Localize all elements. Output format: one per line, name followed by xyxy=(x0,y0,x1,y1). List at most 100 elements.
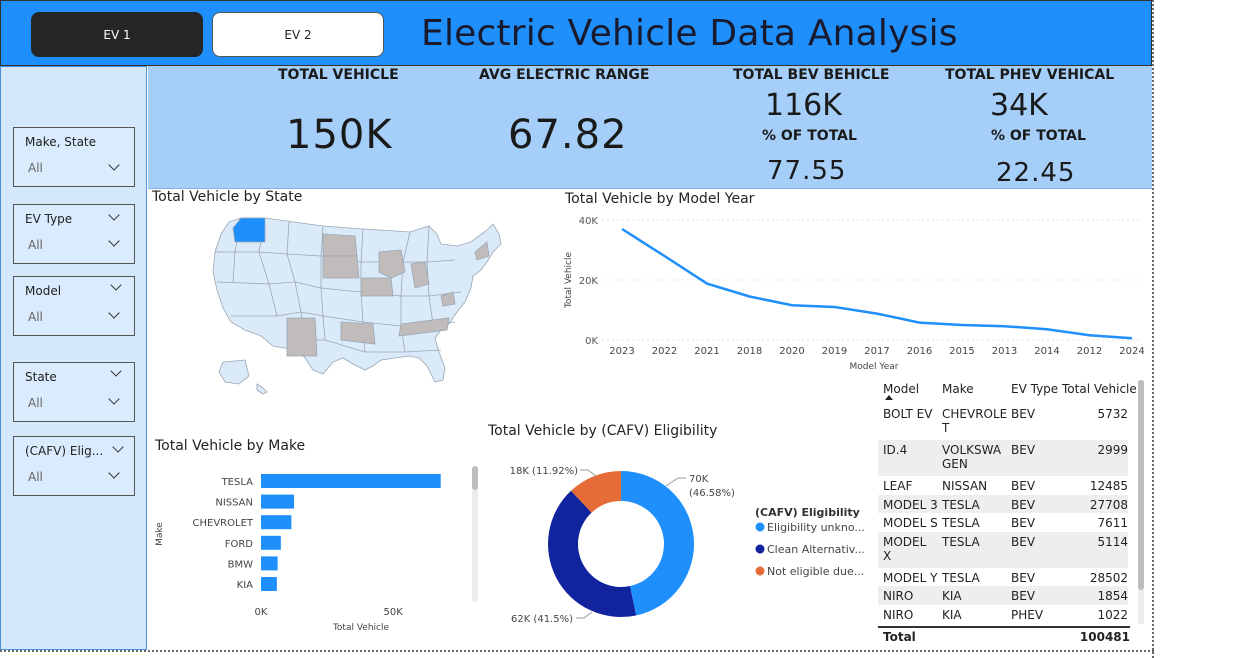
map-state-hawaii xyxy=(256,383,268,395)
table-row[interactable]: MODEL S TESLA BEV 7611 xyxy=(878,513,1128,532)
tab-ev2[interactable]: EV 2 xyxy=(212,12,384,57)
donut-slice xyxy=(621,471,694,616)
slicer-label: Model xyxy=(25,284,62,298)
donut-title: Total Vehicle by (CAFV) Eligibility xyxy=(488,423,718,439)
table-cell-total: 2999 xyxy=(1097,443,1128,457)
slicer-label: State xyxy=(25,370,57,384)
table-cell-make: TESLA xyxy=(942,516,980,530)
chevron-down-icon[interactable] xyxy=(108,209,120,221)
kpi-bev-pct-label: % OF TOTAL xyxy=(762,128,857,144)
map-state-gray xyxy=(286,317,318,357)
bar-xaxis-label: Total Vehicle xyxy=(332,623,390,633)
line-chart-title: Total Vehicle by Model Year xyxy=(565,191,755,207)
table-cell-total: 28502 xyxy=(1089,570,1128,585)
slicer-value: All xyxy=(28,238,43,252)
table-row[interactable]: NIRO KIA BEV 1854 xyxy=(878,586,1128,605)
table-cell-make: KIA xyxy=(942,589,962,603)
chevron-down-icon[interactable] xyxy=(108,235,120,247)
bar-chart-title: Total Vehicle by Make xyxy=(155,438,306,454)
line-ytick-label: 20K xyxy=(579,276,599,287)
map-state-gray xyxy=(410,261,430,289)
slicer-label: EV Type xyxy=(25,212,73,226)
map-state-gray xyxy=(398,317,450,337)
table-row[interactable]: MODEL X TESLA BEV 5114 xyxy=(878,531,1128,568)
table-scrollbar-thumb[interactable] xyxy=(1138,380,1144,590)
map-state-alaska xyxy=(218,359,250,385)
table-row[interactable]: MODEL Y TESLA BEV 28502 xyxy=(878,568,1128,587)
table-row[interactable]: LEAF NISSAN BEV 12485 xyxy=(878,476,1128,495)
table-header-model[interactable]: Model xyxy=(883,382,920,396)
slicer-label: (CAFV) Elig... xyxy=(25,444,104,458)
line-xtick-label: 2020 xyxy=(779,346,804,357)
table-row[interactable]: MODEL 3 TESLA BEV 27708 xyxy=(878,494,1128,513)
line-ytick-label: 40K xyxy=(579,216,599,227)
bar-xtick-label: 50K xyxy=(383,607,403,618)
table-cell-ev-type: BEV xyxy=(1011,443,1036,457)
vehicle-table: Model Make EV Type Total Vehicle BOLT EV… xyxy=(878,380,1140,648)
table-row[interactable]: ID.4 VOLKSWA GEN BEV 2999 xyxy=(878,440,1128,476)
table-cell-model: MODEL S xyxy=(883,516,938,530)
chevron-down-icon[interactable] xyxy=(112,441,124,453)
kpi-bev-pct: 77.55 xyxy=(767,156,847,186)
map-state-gray xyxy=(474,241,490,261)
line-xtick-label: 2024 xyxy=(1119,346,1144,357)
line-ytick-label: 0K xyxy=(585,336,598,347)
line-chart[interactable]: 0K 20K 40K 2023 2022 2021 2018 2020 2019 2017 2016… xyxy=(560,208,1150,378)
map-state-gray xyxy=(360,277,394,297)
slicer-ev-type[interactable]: EV Type All xyxy=(13,204,135,264)
line-xtick-label: 2014 xyxy=(1034,346,1059,357)
table-cell-total: 7611 xyxy=(1097,516,1128,530)
chevron-down-icon[interactable] xyxy=(108,393,120,405)
bar-yaxis-label: Make xyxy=(155,522,165,546)
map-state-washington xyxy=(232,217,266,243)
slicer-cafv-eligibility[interactable]: (CAFV) Elig... All xyxy=(13,436,135,496)
donut-legend-marker xyxy=(755,522,765,532)
chevron-down-icon[interactable] xyxy=(110,365,122,377)
line-xtick-label: 2021 xyxy=(694,346,719,357)
bar-chart[interactable]: TESLA NISSAN CHEVROLET FORD BMW KIA 0K 50K Total… xyxy=(150,462,470,640)
donut-chart[interactable]: 70K (46.58%) 62K (41.5%) 18K (11.92%) (CAFV)… xyxy=(500,448,875,648)
table-row[interactable]: NIRO KIA PHEV 1022 xyxy=(878,605,1128,624)
kpi-phev-title: TOTAL PHEV VEHICAL xyxy=(945,67,1115,83)
line-xtick-label: 2015 xyxy=(949,346,974,357)
bar-category-label: CHEVROLET xyxy=(193,518,254,529)
table-row[interactable]: BOLT EV CHEVROLE T BEV 5732 xyxy=(878,404,1128,440)
table-cell-ev-type: BEV xyxy=(1011,479,1036,493)
table-cell-model: BOLT EV xyxy=(883,407,933,421)
donut-legend-label: Not eligible due... xyxy=(767,565,864,578)
bar xyxy=(261,494,295,509)
donut-data-label: 70K xyxy=(689,474,709,485)
table-cell-make: TESLA xyxy=(942,570,980,585)
tab-ev1[interactable]: EV 1 xyxy=(31,12,203,57)
make-scrollbar[interactable] xyxy=(472,466,478,602)
table-total-row: Total 100481 xyxy=(878,626,1130,646)
donut-data-label: 18K (11.92%) xyxy=(510,466,578,477)
table-header-total[interactable]: Total Vehicle xyxy=(1062,382,1137,396)
kpi-avg-range-value: 67.82 xyxy=(508,112,628,158)
slicer-value: All xyxy=(28,396,43,410)
line-xtick-label: 2017 xyxy=(864,346,889,357)
slicer-model[interactable]: Model All xyxy=(13,276,135,336)
bar-category-label: KIA xyxy=(237,580,254,591)
us-state-map[interactable] xyxy=(205,212,510,397)
chevron-down-icon[interactable] xyxy=(110,279,122,291)
map-state-gray xyxy=(340,321,376,345)
table-cell-make: VOLKSWA GEN xyxy=(942,443,1002,471)
donut-leader-line xyxy=(576,611,593,619)
table-header-ev-type[interactable]: EV Type xyxy=(1011,382,1059,396)
bar xyxy=(261,515,292,530)
chevron-down-icon[interactable] xyxy=(108,159,120,171)
slicer-make-state[interactable]: Make, State All xyxy=(13,127,135,187)
table-cell-make: KIA xyxy=(942,607,962,622)
slicer-value: All xyxy=(28,161,43,175)
table-header-make[interactable]: Make xyxy=(942,382,974,396)
donut-slice xyxy=(571,471,621,513)
table-cell-model: ID.4 xyxy=(883,443,908,457)
make-scrollbar-thumb[interactable] xyxy=(472,466,478,490)
table-cell-make: TESLA xyxy=(942,534,980,549)
slicer-state[interactable]: State All xyxy=(13,362,135,422)
chevron-down-icon[interactable] xyxy=(108,307,120,319)
chevron-down-icon[interactable] xyxy=(108,467,120,479)
sort-asc-icon[interactable] xyxy=(885,395,893,400)
table-cell-ev-type: BEV xyxy=(1011,497,1036,512)
